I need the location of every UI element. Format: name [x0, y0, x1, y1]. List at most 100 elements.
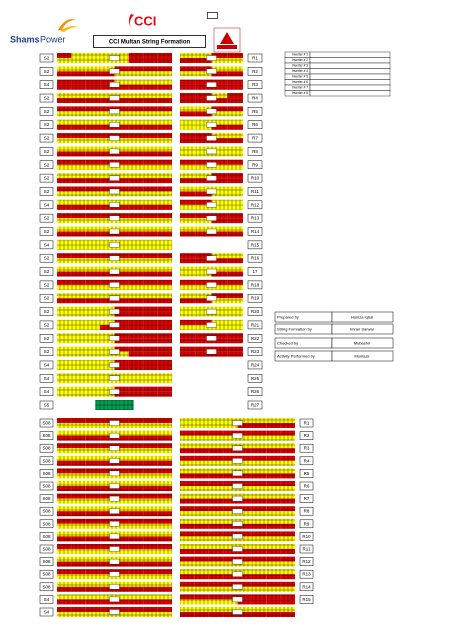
cell-grid: [208, 435, 224, 441]
cell-grid: [57, 544, 72, 549]
cell-grid: [114, 133, 129, 139]
cell-grid: [227, 186, 243, 192]
cell-grid: [128, 359, 144, 365]
cell-grid: [195, 346, 212, 352]
cell-grid: [85, 561, 101, 567]
cell-grid: [266, 448, 281, 454]
string-tag: [206, 228, 217, 235]
row-label-box: [39, 569, 54, 579]
cell-grid: [143, 594, 158, 600]
cell-grid: [223, 435, 238, 441]
cell-grid: [194, 594, 209, 600]
cell-grid: [128, 271, 144, 277]
cell-grid: [208, 506, 224, 512]
cell-grid: [266, 607, 281, 612]
cell-grid: [237, 569, 252, 575]
row-label-box: [299, 418, 314, 428]
cell-grid: [85, 53, 101, 58]
cell-grid: [100, 486, 115, 491]
cell-grid: [157, 364, 172, 370]
cell-grid: [57, 71, 72, 77]
cell-grid: [143, 373, 158, 379]
cell-grid: [143, 204, 158, 210]
cell-grid: [280, 448, 295, 454]
cell-grid: [114, 460, 129, 466]
cell-grid: [157, 493, 172, 499]
cell-grid: [180, 498, 195, 504]
row-label: S2: [44, 136, 50, 141]
cell-grid: [100, 359, 115, 365]
string-tag: [206, 322, 217, 328]
cell-grid: [71, 338, 86, 344]
cell-grid: [211, 351, 228, 357]
cell-grid: [157, 53, 172, 58]
cell-grid: [195, 71, 212, 77]
cell-grid: [100, 435, 115, 441]
cell-grid: [71, 364, 86, 370]
row-label: S2: [44, 109, 50, 114]
string-tag: [109, 282, 120, 288]
cell-grid: [180, 518, 195, 524]
cell-grid: [157, 173, 172, 179]
cell-grid: [114, 279, 129, 285]
cell-grid: [114, 159, 129, 165]
cell-grid: [128, 284, 144, 290]
string-tag: [109, 389, 120, 395]
cell-grid: [85, 98, 101, 104]
cell-grid: [251, 536, 267, 542]
cell-grid: [57, 253, 72, 259]
row-label-box: [247, 334, 263, 343]
cell-grid: [211, 173, 228, 179]
cell-grid: [85, 481, 101, 486]
cell-grid: [85, 607, 101, 612]
cell-grid: [180, 448, 195, 454]
cell-grid: [251, 574, 267, 580]
cell-grid: [266, 423, 281, 428]
row-label: R21: [251, 322, 260, 327]
row-label-box: [39, 582, 54, 592]
cell-grid: [157, 468, 172, 474]
cell-grid: [211, 84, 228, 90]
row-label: S2: [44, 349, 50, 354]
cell-grid: [208, 443, 224, 449]
cell-grid: [211, 66, 228, 72]
cell-grid: [195, 338, 212, 344]
cell-grid: [195, 66, 212, 72]
cell-grid: [157, 111, 172, 117]
cell-grid: [143, 213, 158, 219]
cell-grid: [108, 405, 121, 410]
cell-grid: [128, 138, 144, 144]
row-label-box: [39, 400, 54, 410]
inverter-cell: [309, 62, 391, 69]
string-tag: [109, 268, 120, 275]
cell-grid: [128, 333, 144, 339]
string-tag: [109, 571, 120, 577]
cell-grid: [114, 455, 129, 461]
cell-grid: [100, 468, 115, 474]
cell-grid: [85, 146, 101, 152]
string-tag: [232, 458, 243, 464]
cell-grid: [71, 498, 86, 504]
cell-grid: [251, 544, 267, 549]
cell-grid: [143, 455, 158, 461]
cell-grid: [195, 191, 212, 197]
cell-grid: [211, 119, 228, 125]
cell-grid: [100, 271, 115, 277]
row-label: R22: [251, 336, 260, 341]
cell-grid: [208, 544, 224, 549]
cell-grid: [57, 506, 72, 512]
cell-grid: [114, 239, 129, 245]
inverter-label: Inverter # 5: [292, 75, 308, 79]
string-tag: [109, 162, 120, 168]
inverter-label: Inverter # 1: [292, 53, 308, 57]
cell-grid: [280, 443, 295, 449]
cell-grid: [85, 351, 101, 357]
cell-grid: [114, 213, 129, 219]
row-label: S08: [42, 433, 51, 438]
cell-grid: [143, 298, 158, 304]
cell-grid: [195, 226, 212, 232]
cell-grid: [143, 244, 158, 250]
cell-grid: [266, 506, 281, 512]
cell-grid: [100, 186, 115, 192]
cell-grid: [143, 448, 158, 454]
